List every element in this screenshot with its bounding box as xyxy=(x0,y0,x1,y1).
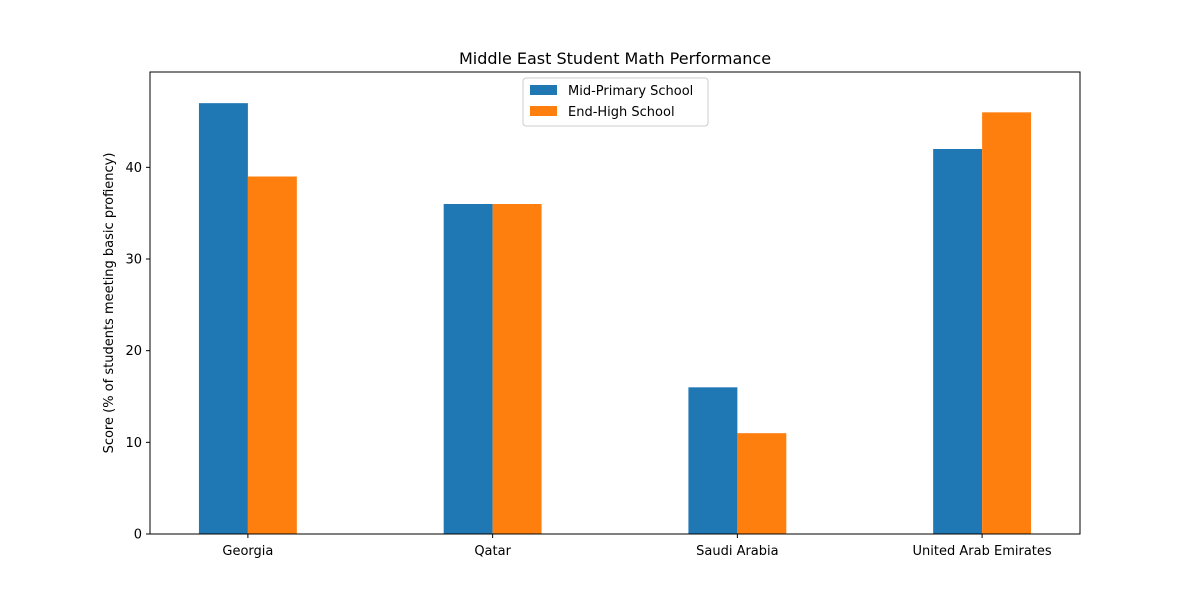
bar-mid-primary-qatar xyxy=(443,204,493,534)
y-tick-label: 20 xyxy=(125,344,142,359)
plot-frame xyxy=(149,71,1081,535)
y-axis: 0 10 20 30 40 xyxy=(125,161,150,543)
legend-label: End-High School xyxy=(568,105,675,120)
y-tick-label: 0 xyxy=(134,528,142,543)
y-tick-label: 30 xyxy=(125,253,142,268)
x-axis: Georgia Qatar Saudi Arabia United Arab Emir… xyxy=(222,534,1052,559)
x-tick-label: United Arab Emirates xyxy=(913,544,1052,559)
legend-box xyxy=(522,77,709,127)
chart-title: Middle East Student Math Performance xyxy=(459,49,771,68)
bar-end-high-saudi-arabia xyxy=(737,433,787,534)
bar-end-high-qatar xyxy=(492,204,542,534)
y-axis-label: Score (% of students meeting basic profi… xyxy=(102,153,117,454)
bar-end-high-georgia xyxy=(247,176,297,534)
bar-end-high-united-arab-emirates xyxy=(982,112,1032,534)
legend-label: Mid-Primary School xyxy=(568,84,693,99)
x-tick-label: Qatar xyxy=(474,544,511,559)
bar-mid-primary-georgia xyxy=(198,103,248,535)
legend: Mid-Primary School End-High School xyxy=(522,77,709,127)
legend-swatch xyxy=(530,106,557,116)
bar-mid-primary-united-arab-emirates xyxy=(933,149,983,534)
bars-layer xyxy=(198,103,1032,535)
legend-swatch xyxy=(530,85,557,95)
x-tick-label: Saudi Arabia xyxy=(696,544,779,559)
y-tick-label: 40 xyxy=(125,161,142,176)
x-tick-label: Georgia xyxy=(222,544,273,559)
bar-mid-primary-saudi-arabia xyxy=(688,387,738,534)
y-tick-label: 10 xyxy=(125,436,142,451)
